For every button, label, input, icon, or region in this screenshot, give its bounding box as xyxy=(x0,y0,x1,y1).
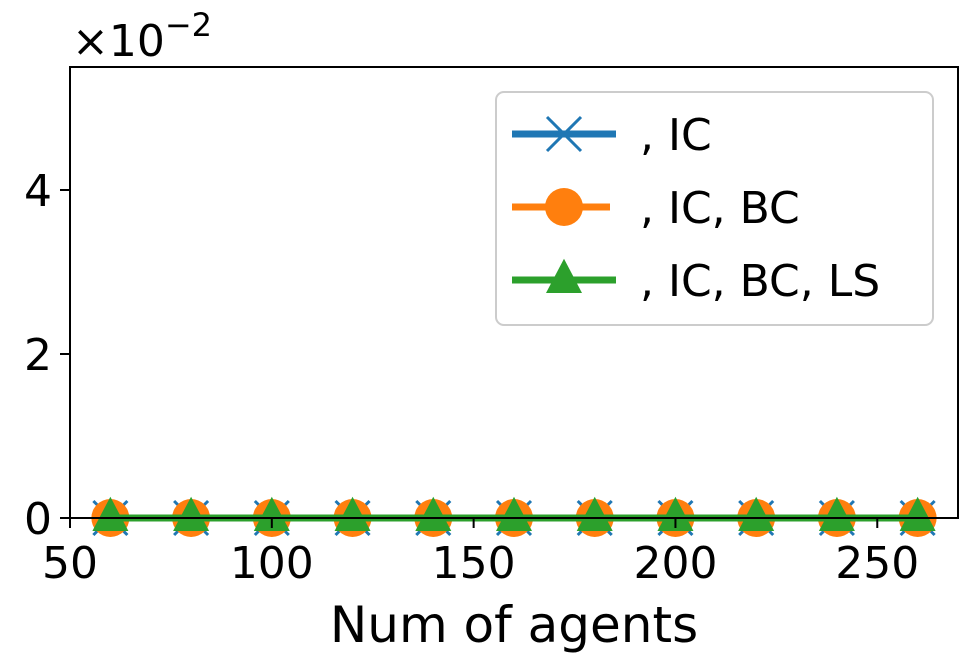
data-point xyxy=(92,496,129,531)
y-scale-factor: ×10−2 xyxy=(72,6,212,67)
data-point xyxy=(253,496,290,531)
data-point xyxy=(173,496,210,531)
data-point xyxy=(657,496,694,531)
legend-entry: , IC xyxy=(512,110,712,161)
y-tick-label: 2 xyxy=(24,330,52,381)
legend-label: , IC, BC, LS xyxy=(640,256,880,307)
series-3 xyxy=(92,496,936,531)
legend-marker xyxy=(546,258,582,293)
legend-label: , IC, BC xyxy=(640,183,800,234)
data-point xyxy=(334,496,371,531)
data-point xyxy=(818,496,855,531)
y-tick-label: 4 xyxy=(24,166,52,217)
x-axis-label: Num of agents xyxy=(330,596,698,654)
plot-frame xyxy=(69,66,959,519)
x-tick-label: 150 xyxy=(432,538,516,589)
legend-label: , IC xyxy=(640,110,712,161)
data-point xyxy=(738,496,775,531)
legend-entry: , IC, BC xyxy=(512,183,800,234)
x-tick-label: 50 xyxy=(42,538,98,589)
legend-frame xyxy=(495,91,934,326)
data-point xyxy=(899,496,936,531)
y-axis-ticks: 0 2 4 xyxy=(24,166,70,545)
series-layer xyxy=(91,496,937,537)
legend-entry: , IC, BC, LS xyxy=(512,256,880,307)
x-tick-label: 250 xyxy=(835,538,919,589)
x-axis-ticks: 50 100 150 200 250 xyxy=(42,518,919,589)
data-point xyxy=(415,496,452,531)
x-tick-label: 200 xyxy=(633,538,717,589)
y-tick-label: 0 xyxy=(24,494,52,545)
legend-marker xyxy=(545,188,583,226)
data-point xyxy=(496,496,532,531)
legend-marker xyxy=(545,115,583,153)
legend: , IC , IC, BC , IC, BC, LS xyxy=(495,91,934,326)
x-tick-label: 100 xyxy=(230,538,314,589)
data-point xyxy=(576,496,613,531)
